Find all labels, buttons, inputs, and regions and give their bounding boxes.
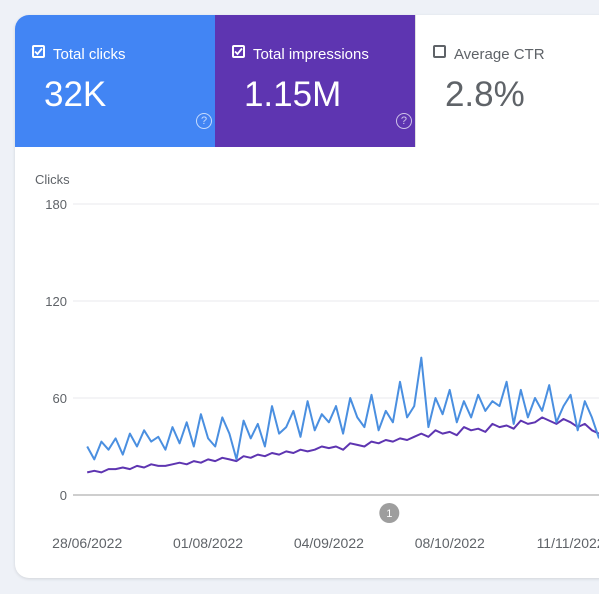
metric-label: Total clicks xyxy=(32,45,126,63)
help-icon[interactable]: ? xyxy=(196,113,212,129)
y-tick-label: 60 xyxy=(53,391,67,406)
metric-card[interactable]: Total impressions 1.15M? xyxy=(214,15,415,147)
annotation-label: 1 xyxy=(386,508,392,520)
y-tick-label: 0 xyxy=(60,488,67,503)
x-tick-label: 08/10/2022 xyxy=(415,535,485,551)
x-tick-label: 28/06/2022 xyxy=(52,535,122,551)
checkbox[interactable] xyxy=(231,45,245,58)
x-tick-label: 04/09/2022 xyxy=(294,535,364,551)
annotation-marker[interactable] xyxy=(379,503,400,523)
metric-value: 32K xyxy=(44,75,107,114)
metric-value: 2.8% xyxy=(444,75,525,114)
metric-label: Total impressions xyxy=(231,45,369,63)
x-tick-label: 01/08/2022 xyxy=(173,535,243,551)
metric-value: 1.15M xyxy=(243,75,342,114)
checkbox[interactable] xyxy=(432,45,446,58)
metric-card[interactable]: Average CTR 2.8% xyxy=(414,15,599,147)
help-icon[interactable]: ? xyxy=(395,113,412,129)
line-series xyxy=(86,416,599,474)
metric-card[interactable]: Total clicks 32K? xyxy=(15,15,215,147)
y-tick-label: 120 xyxy=(45,294,67,309)
chart: Clicks 0 60 120 180 28/06/2022 01/08/2022 04/09… xyxy=(35,172,599,551)
metric-name: Average CTR xyxy=(453,46,545,63)
metric-name: Total clicks xyxy=(53,46,126,63)
metric-label: Average CTR xyxy=(432,45,545,63)
checkbox[interactable] xyxy=(32,45,45,58)
metric-name: Total impressions xyxy=(252,46,369,63)
performance-panel: Total clicks 32K? Total impressions 1.15M? A… xyxy=(15,15,599,578)
y-tick-label: 180 xyxy=(45,197,67,212)
y-axis-label: Clicks xyxy=(35,172,70,187)
metric-cards: Total clicks 32K? Total impressions 1.15M? A… xyxy=(15,15,599,147)
x-tick-label: 11/11/2022 xyxy=(537,535,599,551)
line-series xyxy=(86,356,599,461)
